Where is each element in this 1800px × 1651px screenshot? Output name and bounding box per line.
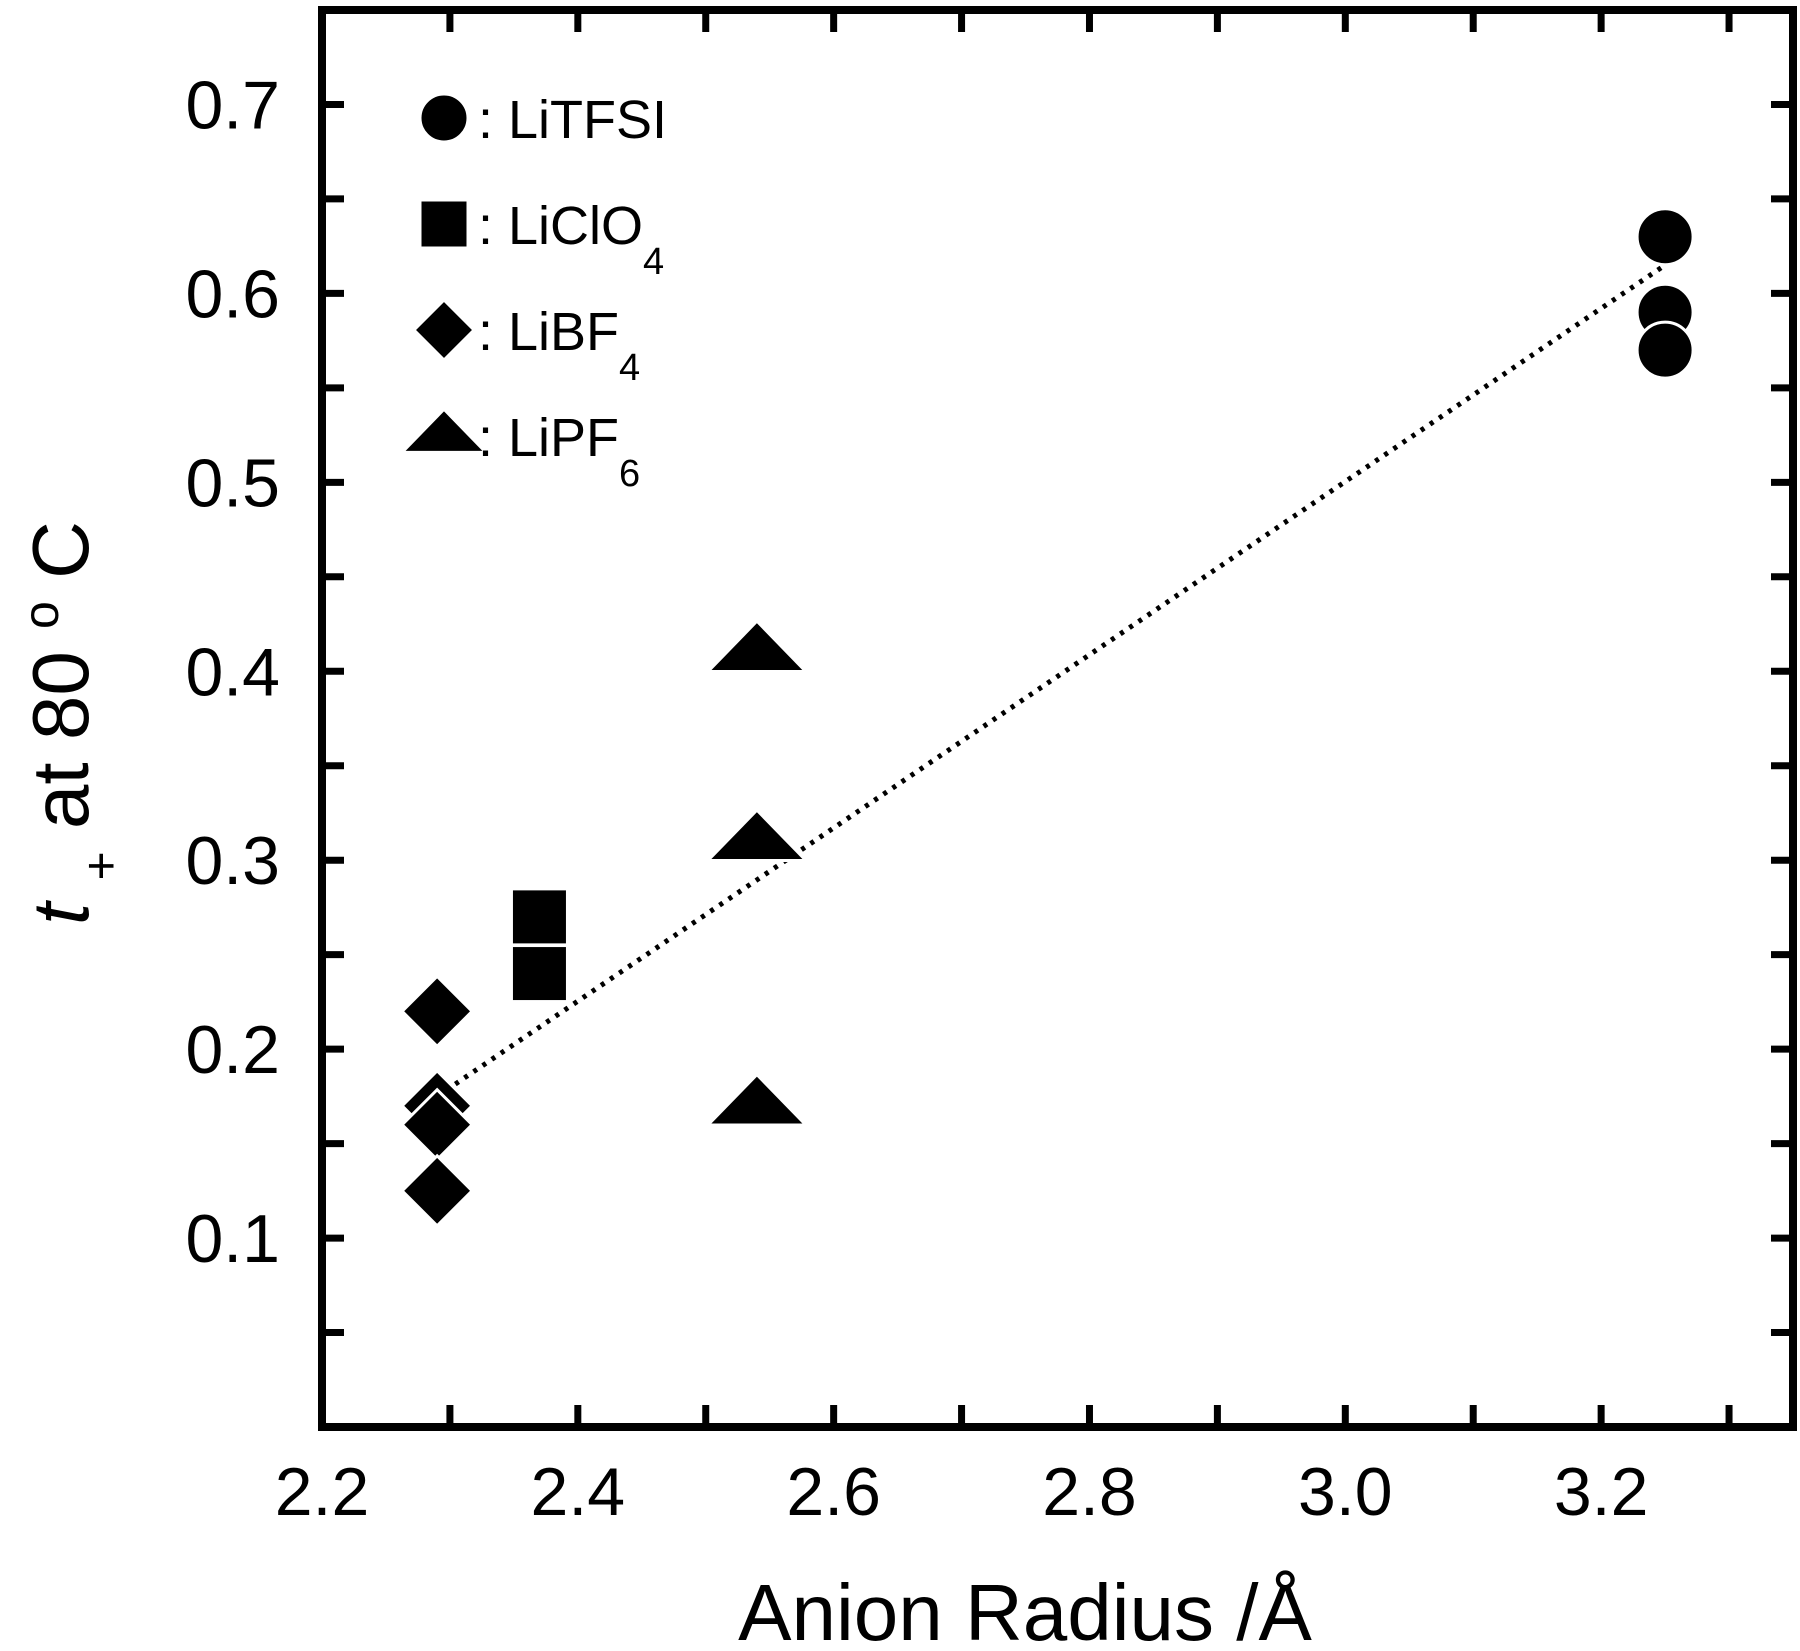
y-axis-title: t + at 80 o C: [0, 521, 135, 925]
x-tick-label: 3.2: [1554, 1454, 1649, 1530]
legend-marker-square: [418, 198, 470, 250]
y-tick-label: 0.4: [185, 634, 280, 710]
y-tick-label: 0.3: [185, 823, 280, 899]
legend: : LiTFSI: LiClO4: LiBF4: LiPF6: [398, 90, 667, 495]
data-point-square: [509, 944, 569, 1004]
data-markers: [400, 207, 1695, 1228]
legend-label-subscript: 4: [643, 241, 664, 283]
data-point-circle: [1635, 207, 1695, 267]
x-tick-label: 2.6: [786, 1454, 881, 1530]
y-tick-label: 0.7: [185, 67, 280, 143]
data-point-diamond: [400, 1153, 475, 1228]
y-tick-label: 0.5: [185, 445, 280, 521]
x-tick-label: 3.0: [1298, 1454, 1393, 1530]
legend-label-main: : LiBF: [478, 302, 619, 362]
legend-label: : LiClO4: [478, 196, 664, 283]
legend-label-subscript: 4: [619, 347, 640, 389]
x-axis-title: Anion Radius /Å: [738, 1568, 1312, 1651]
y-axis-title-degree: o: [13, 601, 69, 629]
legend-label-main: : LiTFSI: [478, 90, 667, 150]
y-axis-title-symbol: t: [16, 900, 105, 925]
y-axis-title-subscript: +: [73, 851, 129, 880]
tick-labels: 2.2 2.4 2.6 2.8 3.0 3.2 0.1 0.2 0.3 0.4 0.5 0.6 0.7: [185, 67, 1648, 1530]
plot-frame: [318, 6, 1797, 1431]
data-point-square: [509, 887, 569, 947]
data-point-circle: [1635, 320, 1695, 380]
x-tick-label: 2.4: [531, 1454, 626, 1530]
legend-label: : LiBF4: [478, 302, 640, 389]
legend-marker-triangle: [398, 407, 490, 454]
axis-ticks: [318, 6, 1793, 1427]
svg-text:t + at 80: t + at 80 o C: [0, 521, 135, 925]
y-tick-label: 0.6: [185, 256, 280, 332]
y-tick-label: 0.1: [185, 1201, 280, 1277]
y-axis-title-text: at 80: [16, 629, 105, 829]
trendline: [435, 262, 1667, 1099]
legend-marker-diamond: [411, 297, 477, 363]
legend-label-main: : LiClO: [478, 196, 643, 256]
y-axis-title-unit: C: [16, 521, 105, 579]
legend-label: : LiTFSI: [478, 90, 667, 150]
x-tick-label: 2.8: [1042, 1454, 1137, 1530]
y-tick-label: 0.2: [185, 1012, 280, 1088]
data-point-triangle: [704, 807, 810, 862]
data-point-triangle: [704, 1072, 810, 1127]
legend-label-main: : LiPF: [478, 408, 619, 468]
data-point-triangle: [704, 618, 810, 674]
x-tick-label: 2.2: [275, 1454, 370, 1530]
data-point-diamond: [400, 974, 475, 1049]
legend-label-subscript: 6: [619, 453, 640, 495]
legend-marker-circle: [418, 92, 470, 144]
legend-label: : LiPF6: [478, 408, 640, 495]
